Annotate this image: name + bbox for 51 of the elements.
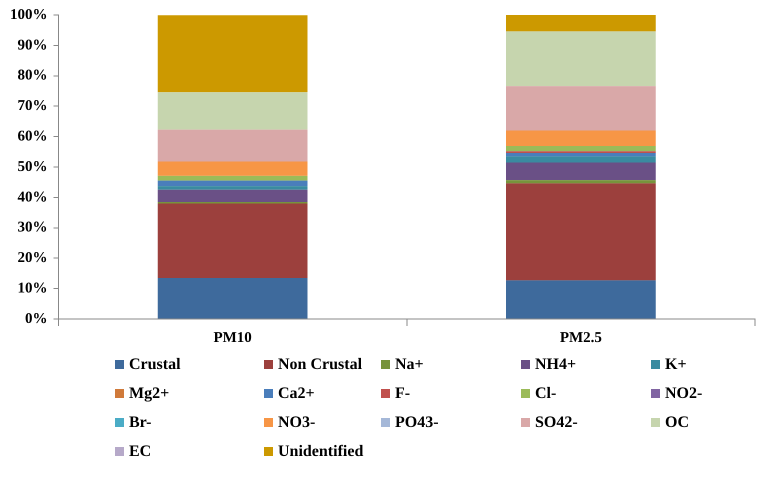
y-tick-label: 0%: [25, 310, 48, 327]
y-tick-label: 70%: [18, 98, 48, 114]
bar: [158, 180, 308, 186]
legend-label: K+: [665, 356, 687, 374]
legend-label: NO2-: [665, 384, 702, 402]
y-tick-label: 50%: [18, 158, 48, 175]
bar: [506, 146, 656, 152]
legend-label: OC: [665, 414, 689, 432]
x-tick-label: PM10: [213, 330, 252, 346]
bar: [506, 162, 656, 180]
legend-label: Ca2+: [278, 384, 315, 402]
bar: [158, 278, 308, 318]
legend-label: Mg2+: [129, 384, 170, 402]
legend-label: SO42-: [535, 414, 578, 432]
bar: [506, 15, 656, 32]
legend-label: PO43-: [395, 414, 439, 432]
bar: [506, 183, 656, 280]
y-tick-label: 20%: [18, 250, 48, 266]
legend-label: Cl-: [535, 384, 556, 402]
legend-label: Br-: [129, 414, 152, 432]
y-tick-label: 100%: [10, 6, 48, 23]
bar: [506, 130, 656, 146]
y-tick-label: 10%: [18, 280, 48, 296]
bar: [158, 176, 308, 181]
y-tick-label: 90%: [18, 37, 48, 54]
bar: [506, 153, 656, 156]
legend-label: Non Crustal: [278, 356, 362, 374]
y-tick-label: 30%: [18, 220, 48, 236]
legend-label: Crustal: [129, 356, 181, 374]
legend-label: NH4+: [535, 356, 576, 374]
bar: [158, 186, 308, 190]
legend-label: NO3-: [278, 414, 316, 432]
legend-label: EC: [129, 442, 152, 460]
y-tick-label: 80%: [18, 68, 48, 84]
bar: [506, 180, 656, 184]
legend-label: Unidentified: [278, 442, 364, 460]
y-tick-label: 40%: [18, 189, 48, 206]
legend-label: Na+: [395, 356, 424, 374]
bar: [158, 203, 308, 278]
y-tick-label: 60%: [18, 128, 48, 144]
bar: [158, 92, 308, 130]
bar: [158, 15, 308, 92]
x-tick-label: PM2.5: [560, 330, 602, 346]
bar: [506, 86, 656, 131]
bar: [506, 31, 656, 86]
legend-label: F-: [395, 384, 410, 402]
bar: [506, 280, 656, 318]
bar: [158, 162, 308, 176]
bar: [158, 130, 308, 162]
bar: [506, 156, 656, 162]
bar: [158, 190, 308, 202]
